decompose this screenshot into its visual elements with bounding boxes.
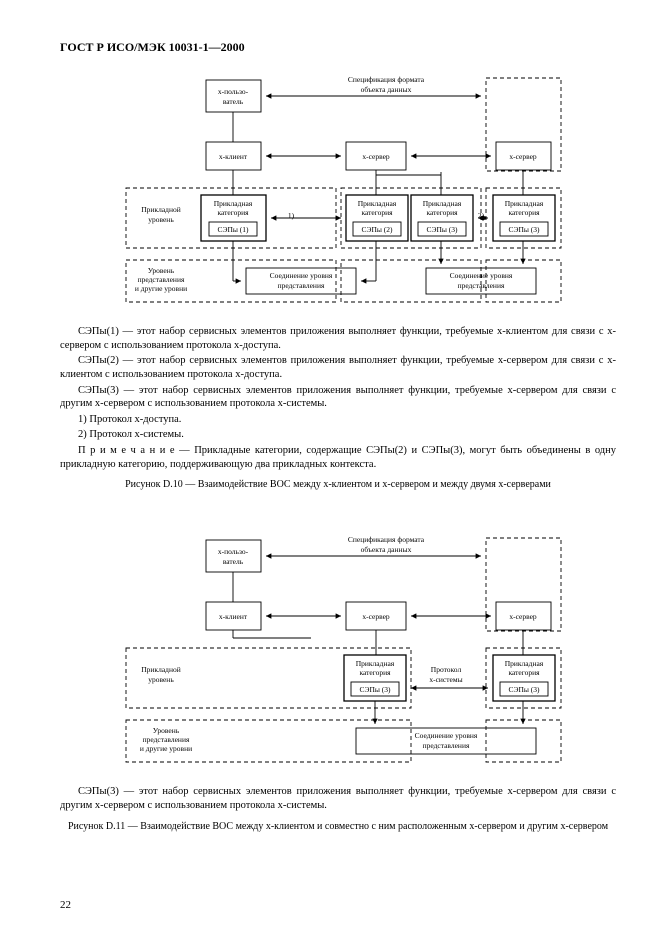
svg-text:уровень: уровень	[148, 215, 174, 224]
text-sepy3: СЭПы(3) — этот набор сервисных элементов…	[60, 384, 616, 411]
svg-text:СЭПы (3): СЭПы (3)	[508, 685, 540, 694]
svg-text:СЭПы (3): СЭПы (3)	[426, 225, 458, 234]
svg-text:представления: представления	[457, 281, 504, 290]
svg-text:представления: представления	[137, 275, 184, 284]
svg-text:категория: категория	[426, 208, 458, 217]
svg-text:СЭПы (3): СЭПы (3)	[508, 225, 540, 234]
svg-text:x-сервер: x-сервер	[509, 152, 537, 161]
svg-text:Прикладная: Прикладная	[357, 199, 396, 208]
svg-text:СЭПы (1): СЭПы (1)	[217, 225, 249, 234]
svg-text:категория: категория	[361, 208, 393, 217]
x-user-box	[206, 80, 261, 112]
svg-text:Протокол: Протокол	[430, 665, 461, 674]
svg-text:x-пользо-: x-пользо-	[217, 87, 248, 96]
svg-text:Спецификация формата: Спецификация формата	[347, 535, 424, 544]
svg-text:представления: представления	[142, 735, 189, 744]
text-note: П р и м е ч а н и е — Прикладные категор…	[60, 444, 616, 471]
svg-text:категория: категория	[508, 208, 540, 217]
svg-text:категория: категория	[359, 668, 391, 677]
svg-text:Соединение уровня: Соединение уровня	[449, 271, 512, 280]
spec-label-1: Спецификация формата	[347, 75, 424, 84]
svg-text:объекта данных: объекта данных	[360, 545, 411, 554]
svg-text:x-системы: x-системы	[429, 675, 462, 684]
svg-text:ватель: ватель	[222, 557, 243, 566]
svg-text:Уровень: Уровень	[147, 266, 174, 275]
svg-text:СЭПы (3): СЭПы (3)	[359, 685, 391, 694]
text-proto1: 1) Протокол x-доступа.	[60, 413, 616, 427]
caption-d11: Рисунок D.11 — Взаимодействие ВОС между …	[60, 821, 616, 832]
svg-text:Прикладная: Прикладная	[213, 199, 252, 208]
text-sepy1: СЭПы(1) — этот набор сервисных элементов…	[60, 325, 616, 352]
text-sepy2: СЭПы(2) — этот набор сервисных элементов…	[60, 354, 616, 381]
svg-text:и другие уровни: и другие уровни	[139, 744, 191, 753]
svg-text:ватель: ватель	[222, 97, 243, 106]
document-code: ГОСТ Р ИСО/МЭК 10031-1—2000	[60, 40, 616, 55]
svg-text:представления: представления	[277, 281, 324, 290]
svg-text:категория: категория	[217, 208, 249, 217]
svg-text:Прикладная: Прикладная	[422, 199, 461, 208]
caption-d10: Рисунок D.10 — Взаимодействие ВОС между …	[60, 479, 616, 490]
svg-text:x-пользо-: x-пользо-	[217, 547, 248, 556]
svg-text:СЭПы (2): СЭПы (2)	[361, 225, 393, 234]
svg-text:Соединение уровня: Соединение уровня	[414, 731, 477, 740]
page-number: 22	[60, 899, 71, 911]
app-level-dash-right	[486, 188, 561, 248]
svg-text:x-сервер: x-сервер	[362, 612, 390, 621]
diagram-d10: Спецификация формата объекта данных x-по…	[111, 70, 566, 315]
svg-text:уровень: уровень	[148, 675, 174, 684]
svg-text:Уровень: Уровень	[152, 726, 179, 735]
svg-text:и другие уровни: и другие уровни	[134, 284, 186, 293]
svg-text:представления: представления	[422, 741, 469, 750]
svg-text:Соединение уровня: Соединение уровня	[269, 271, 332, 280]
svg-text:Прикладной: Прикладной	[141, 665, 181, 674]
text-proto2: 2) Протокол x-системы.	[60, 428, 616, 442]
page-container: ГОСТ Р ИСО/МЭК 10031-1—2000 Спецификация…	[0, 0, 661, 936]
text-d11-sepy3: СЭПы(3) — этот набор сервисных элементов…	[60, 785, 616, 812]
svg-text:x-клиент: x-клиент	[218, 152, 247, 161]
svg-text:1): 1)	[287, 211, 294, 220]
svg-text:Прикладная: Прикладная	[504, 659, 543, 668]
svg-text:Прикладная: Прикладная	[355, 659, 394, 668]
svg-text:x-сервер: x-сервер	[362, 152, 390, 161]
svg-text:2): 2)	[477, 211, 484, 220]
svg-text:Прикладная: Прикладная	[504, 199, 543, 208]
svg-text:категория: категория	[508, 668, 540, 677]
svg-text:Прикладной: Прикладной	[141, 205, 181, 214]
spec-label-2: объекта данных	[360, 85, 411, 94]
svg-text:x-клиент: x-клиент	[218, 612, 247, 621]
diagram-d11: Спецификация формата объекта данных x-по…	[111, 530, 566, 775]
svg-text:x-сервер: x-сервер	[509, 612, 537, 621]
